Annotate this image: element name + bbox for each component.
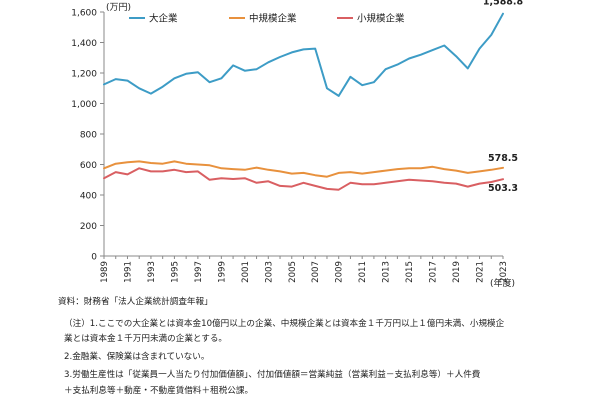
y-tick-label: 200 [80, 222, 97, 232]
series-line-3 [103, 167, 504, 191]
footnote-1: （注）1.ここでの大企業とは資本金10億円以上の企業、中規模企業とは資本金１千万… [64, 319, 505, 329]
x-tick-label: 1989 [100, 261, 110, 283]
end-value-label: 1,588.8 [483, 0, 524, 8]
x-tick-label: 2023 [499, 261, 509, 283]
x-tick-label: 2005 [288, 261, 298, 283]
y-tick-label: 0 [91, 253, 97, 263]
y-tick-label: 1,000 [71, 100, 97, 110]
y-tick-label: 600 [80, 161, 97, 171]
footnote-1-cont: 業とは資本金１千万円未満の企業とする。 [64, 334, 228, 344]
x-tick-label: 1991 [123, 261, 133, 283]
x-axis-label: (年度) [490, 277, 515, 289]
legend-label: 小規模企業 [357, 13, 405, 25]
y-tick-label: 1,200 [71, 70, 97, 80]
series-line-1 [103, 12, 504, 97]
x-tick-label: 2003 [264, 261, 274, 283]
legend-label: 中規模企業 [249, 13, 297, 25]
legend-label: 大企業 [149, 13, 178, 25]
chart-legend: 大企業 中規模企業 小規模企業 [129, 13, 405, 25]
x-tick-label: 2001 [241, 261, 251, 283]
x-tick-label: 1995 [170, 261, 180, 283]
x-tick-label: 1993 [147, 261, 157, 283]
y-tick-label: 1,400 [71, 39, 97, 49]
y-tick-label: 1,600 [71, 9, 97, 19]
x-tick-label: 2007 [311, 261, 321, 283]
footnote-3: 3.労働生産性は「従業員一人当たり付加価値額」、付加価値額＝営業純益（営業利益－… [64, 370, 481, 380]
footnote-2: 2.金融業、保険業は含まれていない。 [64, 352, 210, 362]
chart-series: 1,588.8 578.5 503.3 [103, 0, 524, 194]
source-note: 資料：財務省「法人企業統計調査年報」 [58, 297, 213, 307]
x-tick-label: 2015 [405, 261, 415, 283]
end-value-label: 503.3 [488, 183, 518, 194]
x-tick-label: 1997 [194, 261, 204, 283]
end-value-label: 578.5 [488, 153, 518, 164]
x-tick-label: 1999 [217, 261, 227, 283]
x-tick-label: 2019 [452, 261, 462, 283]
footnote-3-cont: ＋支払利息等＋動産・不動産賃借料＋租税公課。 [64, 386, 254, 396]
x-tick-label: 2011 [358, 261, 368, 283]
line-chart: 0 200 400 600 800 1,000 1,200 1,400 1,600 1989 199… [71, 0, 524, 289]
y-axis-label: (万円) [106, 2, 131, 13]
x-tick-label: 2009 [335, 261, 345, 283]
y-tick-label: 800 [80, 131, 97, 141]
x-tick-label: 2017 [429, 261, 439, 283]
chart-axes: 0 200 400 600 800 1,000 1,200 1,400 1,600 1989 199… [71, 9, 509, 283]
x-tick-label: 2021 [476, 261, 486, 283]
y-tick-label: 400 [80, 192, 97, 202]
series-line-2 [103, 160, 504, 178]
x-tick-label: 2013 [382, 261, 392, 283]
